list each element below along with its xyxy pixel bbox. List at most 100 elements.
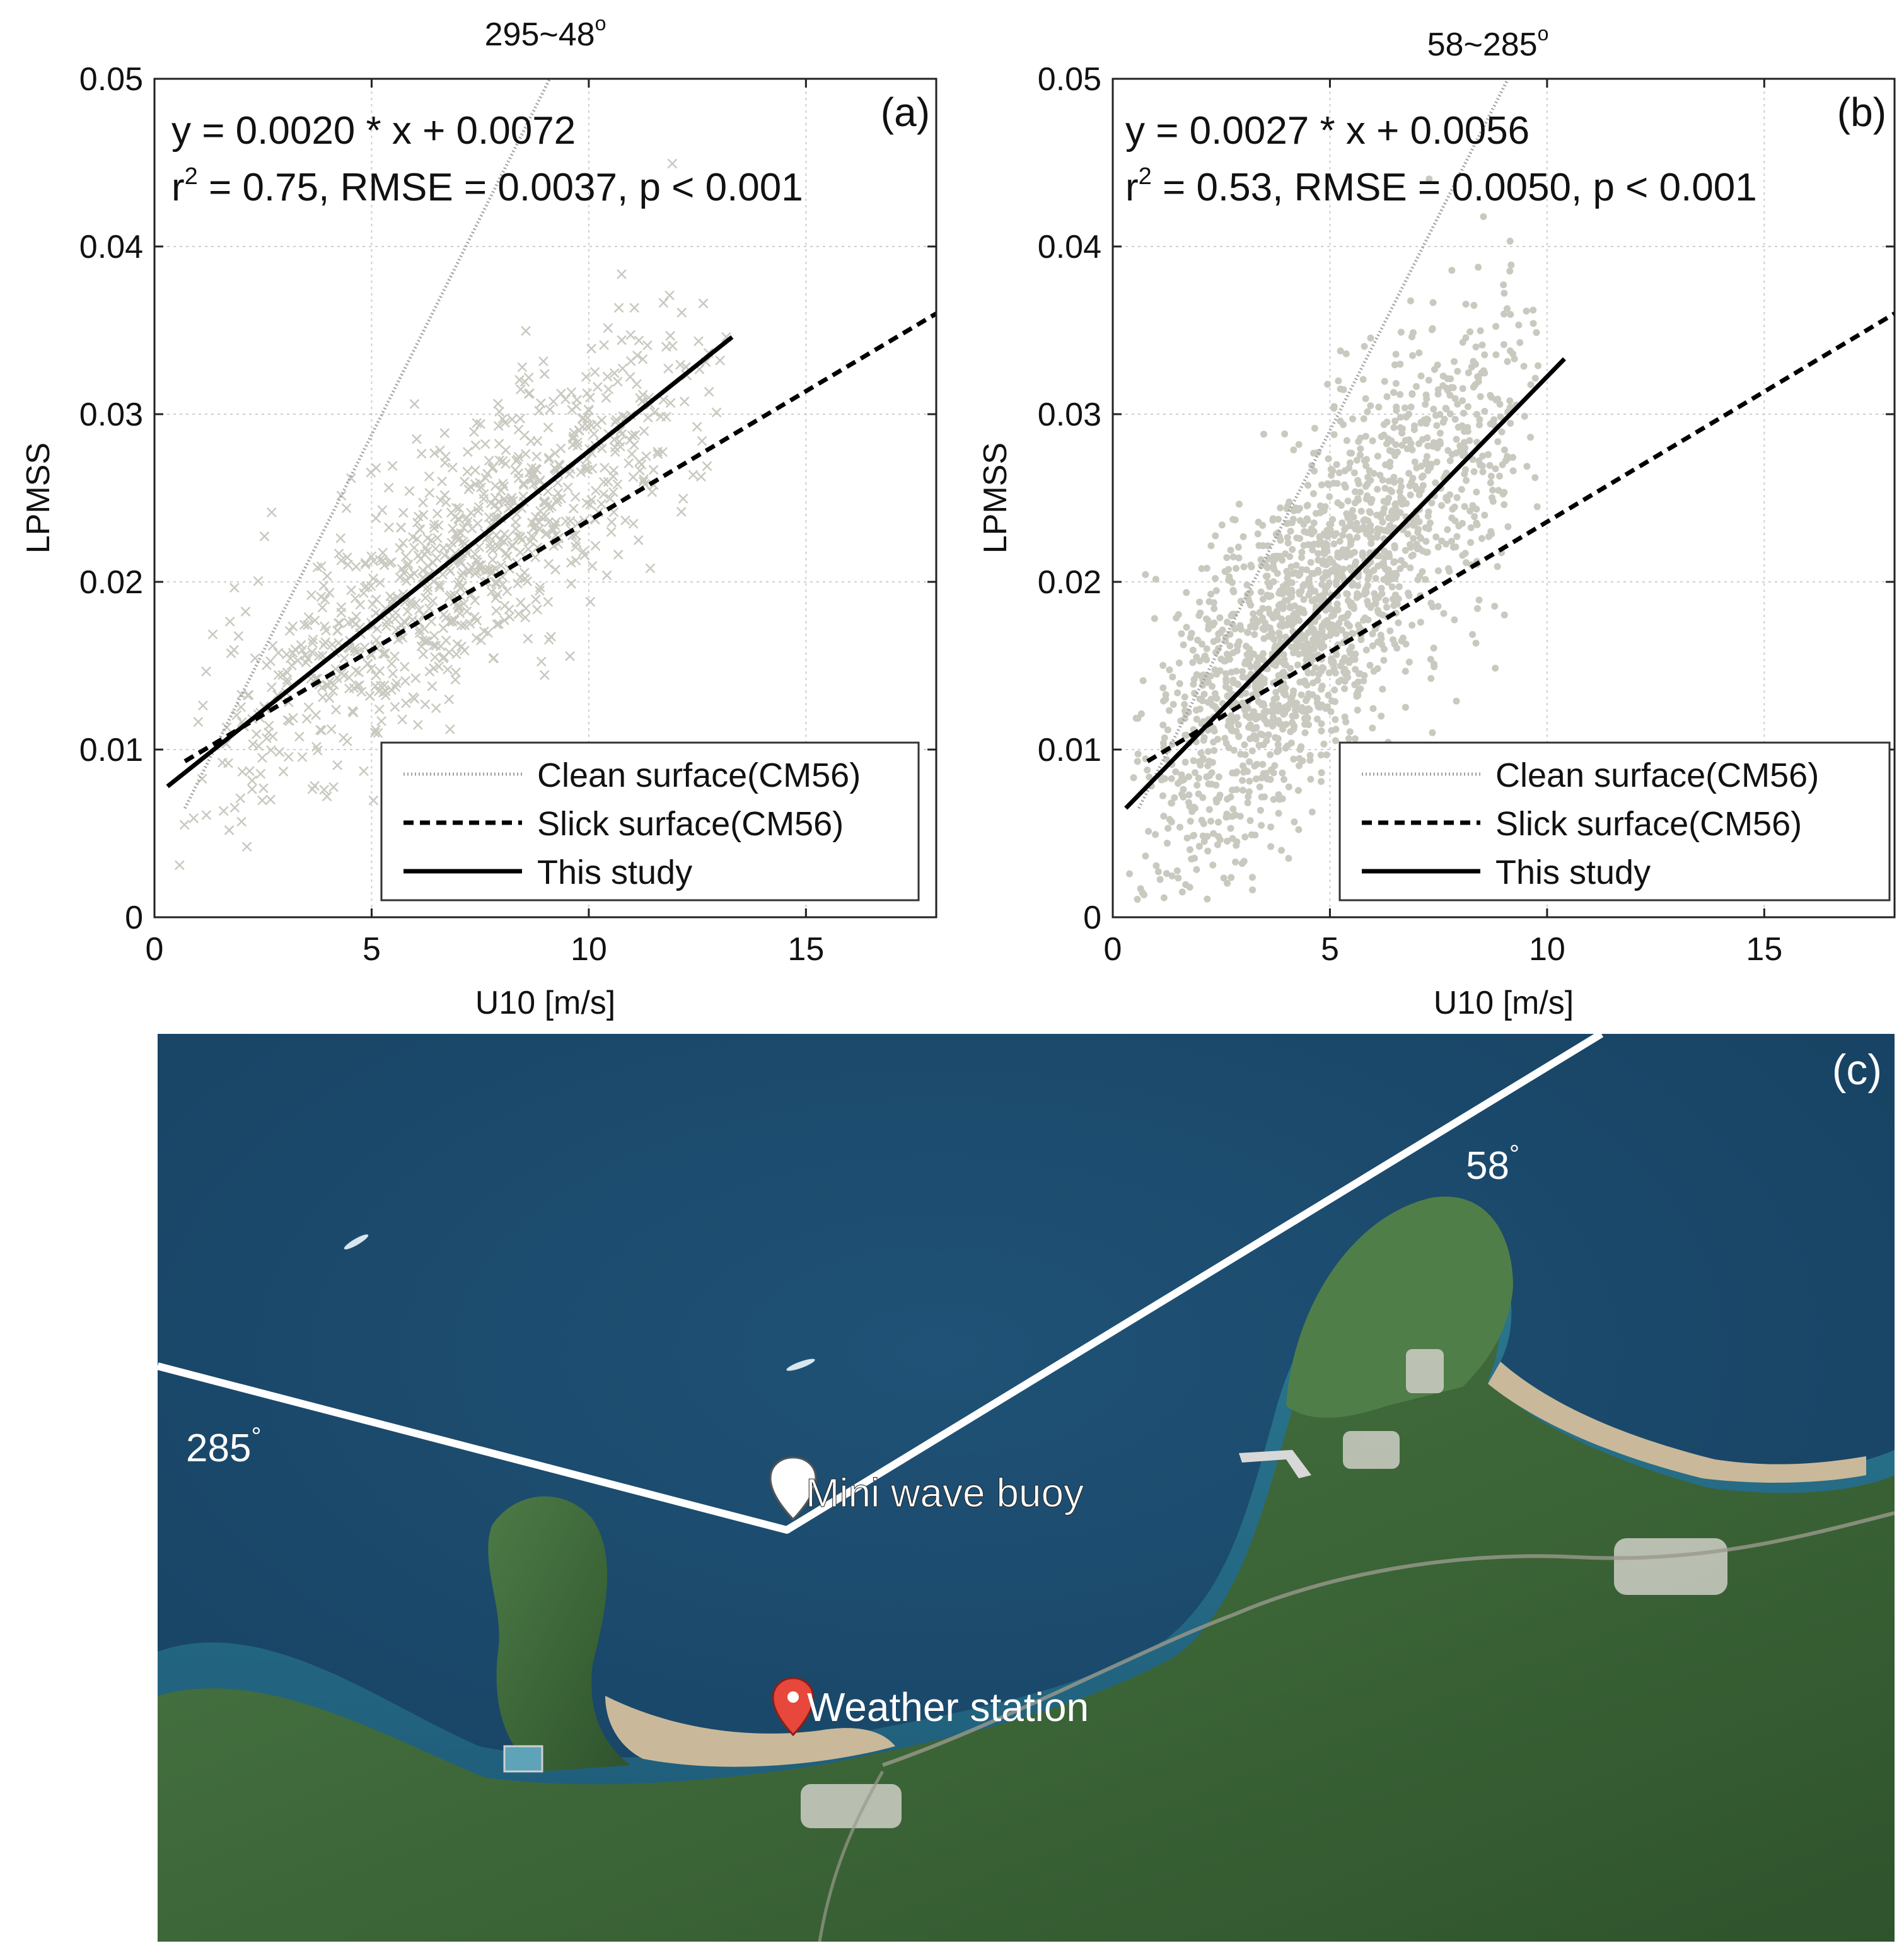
scatter-point xyxy=(1163,840,1171,847)
scatter-point xyxy=(1349,415,1356,423)
scatter-point xyxy=(491,577,501,588)
scatter-point xyxy=(1391,452,1399,460)
scatter-point xyxy=(1396,424,1404,431)
scatter-point xyxy=(1307,775,1315,783)
red-map-pin-icon xyxy=(772,1677,815,1737)
scatter-point xyxy=(1497,413,1504,420)
scatter-point xyxy=(596,415,607,426)
scatter-point xyxy=(1217,629,1224,636)
scatter-point xyxy=(1414,576,1422,584)
scatter-point xyxy=(282,715,293,726)
scatter-point xyxy=(1152,576,1159,583)
scatter-point xyxy=(243,690,254,700)
scatter-point xyxy=(311,710,321,721)
scatter-point xyxy=(1369,437,1376,444)
scatter-point xyxy=(416,641,427,652)
scatter-point xyxy=(397,714,407,725)
scatter-point xyxy=(1314,676,1321,684)
scatter-point xyxy=(1181,693,1188,701)
scatter-point xyxy=(1429,729,1436,736)
scatter-point xyxy=(1220,874,1228,882)
scatter-point xyxy=(539,369,550,380)
scatter-point xyxy=(1300,542,1308,549)
scatter-point xyxy=(458,567,468,578)
scatter-point xyxy=(1379,685,1386,693)
scatter-point xyxy=(1292,504,1299,512)
scatter-point xyxy=(1252,775,1260,783)
scatter-point xyxy=(361,581,371,591)
scatter-point xyxy=(350,646,360,656)
scatter-point xyxy=(1378,640,1386,648)
scatter-point xyxy=(1458,422,1466,429)
scatter-point xyxy=(1237,598,1245,605)
scatter-point xyxy=(653,446,663,457)
scatter-point xyxy=(1349,579,1357,587)
slick-surface-line xyxy=(183,311,936,763)
scatter-point xyxy=(530,463,541,474)
scatter-point xyxy=(492,541,503,551)
scatter-point xyxy=(601,393,612,403)
scatter-point xyxy=(1354,526,1362,534)
scatter-point xyxy=(1361,456,1368,464)
scatter-point xyxy=(1503,305,1511,313)
scatter-point xyxy=(688,470,699,480)
scatter-point xyxy=(475,419,485,429)
scatter-point xyxy=(395,543,405,553)
scatter-point xyxy=(562,482,573,493)
scatter-point xyxy=(1299,582,1307,589)
scatter-point xyxy=(253,576,264,586)
scatter-point xyxy=(1341,685,1349,693)
scatter-point xyxy=(1183,589,1190,596)
scatter-point xyxy=(1431,366,1438,373)
scatter-point xyxy=(418,497,428,507)
scatter-point xyxy=(1477,327,1484,335)
scatter-point xyxy=(502,586,513,596)
scatter-point xyxy=(1283,622,1291,629)
scatter-point xyxy=(1203,564,1210,572)
scatter-point xyxy=(1391,640,1398,648)
scatter-point xyxy=(1326,493,1333,501)
scatter-point xyxy=(282,675,293,685)
scatter-point xyxy=(257,753,267,763)
scatter-point xyxy=(1303,695,1311,702)
scatter-point xyxy=(380,648,390,658)
scatter-point xyxy=(658,298,669,308)
scatter-point xyxy=(711,407,722,418)
scatter-point xyxy=(538,497,549,508)
scatter-point xyxy=(316,725,327,736)
scatter-point xyxy=(401,576,412,586)
scatter-point xyxy=(1327,708,1335,716)
scatter-point xyxy=(1267,751,1274,758)
scatter-point xyxy=(1222,670,1229,678)
scatter-point xyxy=(1286,498,1293,506)
scatter-point xyxy=(515,384,526,395)
scatter-point xyxy=(416,448,427,459)
scatter-point xyxy=(1265,555,1273,562)
scatter-point xyxy=(459,598,469,609)
scatter-point xyxy=(1343,590,1350,598)
weather-station-marker[interactable]: Weather station xyxy=(772,1677,1089,1737)
scatter-point xyxy=(189,813,199,823)
scatter-point xyxy=(490,480,501,491)
buoy-marker[interactable]: Mini wave buoy xyxy=(769,1456,1084,1521)
scatter-point xyxy=(400,676,410,687)
scatter-point xyxy=(451,502,461,513)
scatter-point xyxy=(1380,656,1388,664)
village-patch xyxy=(801,1784,902,1828)
scatter-point xyxy=(1204,748,1212,755)
scatter-point xyxy=(1396,414,1404,421)
y-tick-label: 0.04 xyxy=(79,229,143,265)
scatter-point xyxy=(1509,467,1517,475)
scatter-point xyxy=(628,518,639,529)
scatter-point xyxy=(351,562,361,572)
scatter-point xyxy=(1193,782,1201,789)
scatter-point xyxy=(1308,461,1316,469)
scatter-point xyxy=(1520,362,1528,370)
scatter-point xyxy=(1189,659,1197,666)
scatter-point xyxy=(310,615,320,626)
scatter-point xyxy=(570,492,581,502)
scatter-point xyxy=(1243,581,1251,589)
scatter-point xyxy=(1210,605,1218,612)
scatter-point xyxy=(424,666,435,677)
scatter-point xyxy=(1280,710,1287,718)
